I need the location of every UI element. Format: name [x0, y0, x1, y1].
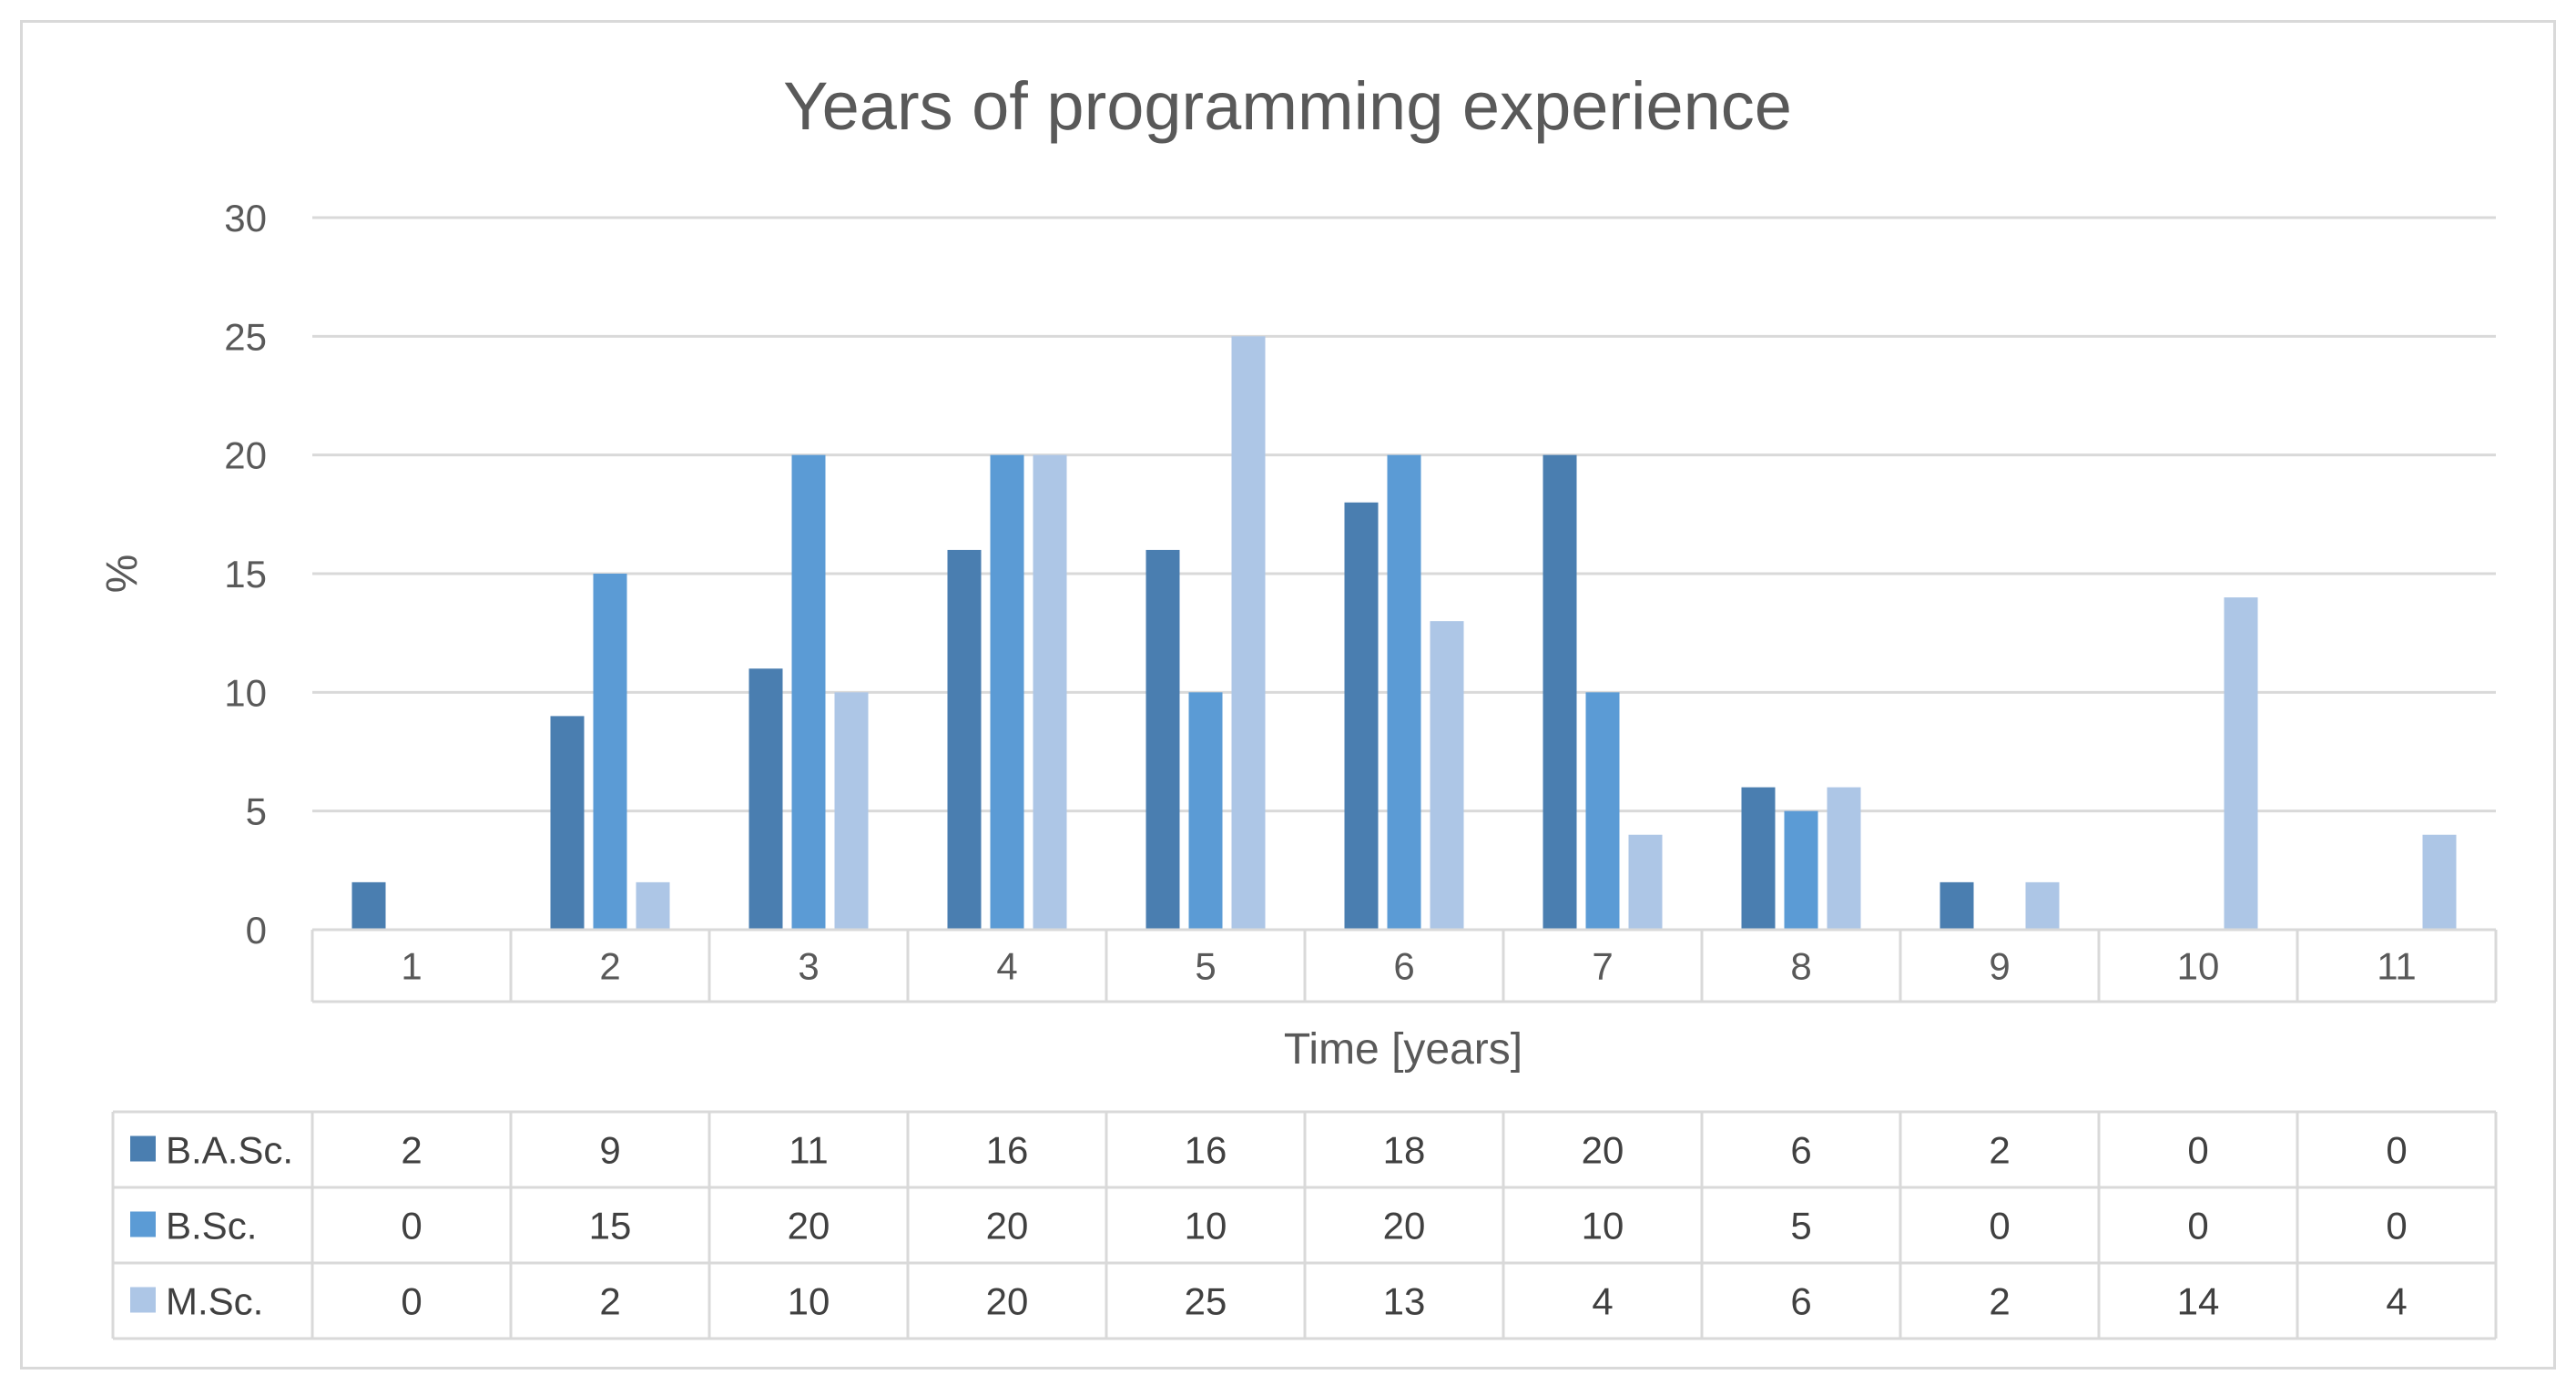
data-table-cell: 14: [2177, 1280, 2220, 1323]
data-table-cell: 2: [599, 1280, 620, 1323]
x-tick-label: 8: [1790, 945, 1811, 988]
bar-basc-9: [1940, 881, 1974, 930]
data-table-cell: 10: [1185, 1205, 1227, 1247]
y-axis-title: %: [98, 555, 147, 594]
bar-basc-4: [947, 549, 982, 930]
data-table-cell: 25: [1185, 1280, 1227, 1323]
data-table-cell: 4: [2386, 1280, 2407, 1323]
data-table: B.A.Sc. 2 9 11 16 16 18 20 6 2 0 0B.Sc. 0 15 20 20 10 20 1…: [111, 1110, 2498, 1340]
data-table-cell: 20: [1383, 1205, 1426, 1247]
bar-msc-11: [2422, 834, 2457, 930]
data-table-cell: 2: [1989, 1280, 2010, 1323]
series-label: B.Sc.: [166, 1205, 257, 1247]
bar-basc-7: [1543, 454, 1577, 931]
bar-msc-6: [1430, 621, 1464, 930]
data-table-cell: 9: [599, 1129, 620, 1172]
bar-msc-9: [2025, 881, 2060, 930]
bar-msc-5: [1231, 336, 1266, 930]
bar-msc-8: [1827, 787, 1861, 930]
data-table-cell: 4: [1592, 1280, 1613, 1323]
data-table-cell: 0: [2187, 1129, 2208, 1172]
y-tick-label: 10: [224, 671, 267, 714]
gridlines: [312, 216, 2496, 813]
bar-basc-6: [1344, 502, 1379, 930]
data-table-cell: 2: [401, 1129, 422, 1172]
data-table-cell: 20: [788, 1205, 830, 1247]
bar-bsc-8: [1784, 810, 1818, 930]
chart-frame: [20, 20, 2556, 1370]
legend-key-bsc: [130, 1211, 156, 1237]
bar-bsc-7: [1585, 692, 1620, 930]
data-table-cell: 11: [789, 1129, 829, 1172]
data-table-cell: 5: [1790, 1205, 1811, 1247]
data-table-cell: 0: [1989, 1205, 2010, 1247]
data-table-cell: 18: [1383, 1129, 1426, 1172]
data-table-cell: 0: [2386, 1129, 2407, 1172]
y-tick-label: 20: [224, 434, 267, 477]
bar-basc-2: [550, 716, 585, 930]
data-table-cell: 20: [986, 1205, 1029, 1247]
data-table-cell: 20: [1582, 1129, 1624, 1172]
data-table-cell: 10: [1582, 1205, 1624, 1247]
bar-basc-1: [351, 881, 386, 930]
legend-key-msc: [130, 1287, 156, 1313]
y-tick-label: 15: [224, 553, 267, 596]
x-axis-title: Time [years]: [1284, 1025, 1522, 1074]
bar-basc-8: [1741, 787, 1776, 930]
data-table-cell: 20: [986, 1280, 1029, 1323]
data-table-cell: 6: [1790, 1280, 1811, 1323]
y-tick-label: 25: [224, 315, 267, 358]
data-table-cell: 0: [401, 1280, 422, 1323]
x-tick-label: 9: [1989, 945, 2010, 988]
bar-basc-3: [748, 668, 783, 930]
bar-msc-2: [636, 881, 670, 930]
bar-bsc-6: [1387, 454, 1421, 931]
x-tick-label: 5: [1195, 945, 1216, 988]
x-tick-label: 3: [798, 945, 819, 988]
bar-msc-7: [1628, 834, 1663, 930]
bar-bsc-2: [593, 574, 627, 930]
y-axis-ticks: 0 5 10 15 20 25 30: [224, 197, 267, 952]
series-label: B.A.Sc.: [166, 1129, 293, 1172]
chart-title: Years of programming experience: [783, 68, 1792, 144]
bar-bsc-4: [990, 454, 1024, 931]
bars: [351, 336, 2457, 931]
bar-bsc-3: [791, 454, 826, 931]
x-tick-label: 1: [401, 945, 422, 988]
x-tick-label: 2: [599, 945, 620, 988]
series-label: M.Sc.: [166, 1280, 263, 1323]
bar-basc-5: [1145, 549, 1180, 930]
data-table-cell: 6: [1790, 1129, 1811, 1172]
data-table-cell: 2: [1989, 1129, 2010, 1172]
bar-msc-3: [834, 692, 869, 930]
legend-key-basc: [130, 1135, 156, 1162]
bar-bsc-5: [1188, 692, 1223, 930]
x-tick-label: 4: [996, 945, 1017, 988]
x-tick-label: 10: [2177, 945, 2220, 988]
data-table-cell: 0: [2187, 1205, 2208, 1247]
bar-msc-10: [2224, 597, 2258, 930]
x-tick-label: 7: [1592, 945, 1613, 988]
data-table-cell: 0: [401, 1205, 422, 1247]
x-tick-label: 11: [2377, 945, 2417, 988]
data-table-cell: 15: [589, 1205, 632, 1247]
data-table-cell: 16: [986, 1129, 1029, 1172]
y-tick-label: 5: [246, 790, 267, 833]
x-tick-label: 6: [1393, 945, 1414, 988]
category-axis-table: 1 2 3 4 5 6 7 8 9 10 11: [311, 928, 2498, 1003]
data-table-cell: 0: [2386, 1205, 2407, 1247]
bar-msc-4: [1033, 454, 1067, 931]
data-table-cell: 10: [788, 1280, 830, 1323]
data-table-cell: 13: [1383, 1280, 1426, 1323]
data-table-cell: 16: [1185, 1129, 1227, 1172]
y-tick-label: 30: [224, 197, 267, 239]
y-tick-label: 0: [246, 909, 267, 952]
